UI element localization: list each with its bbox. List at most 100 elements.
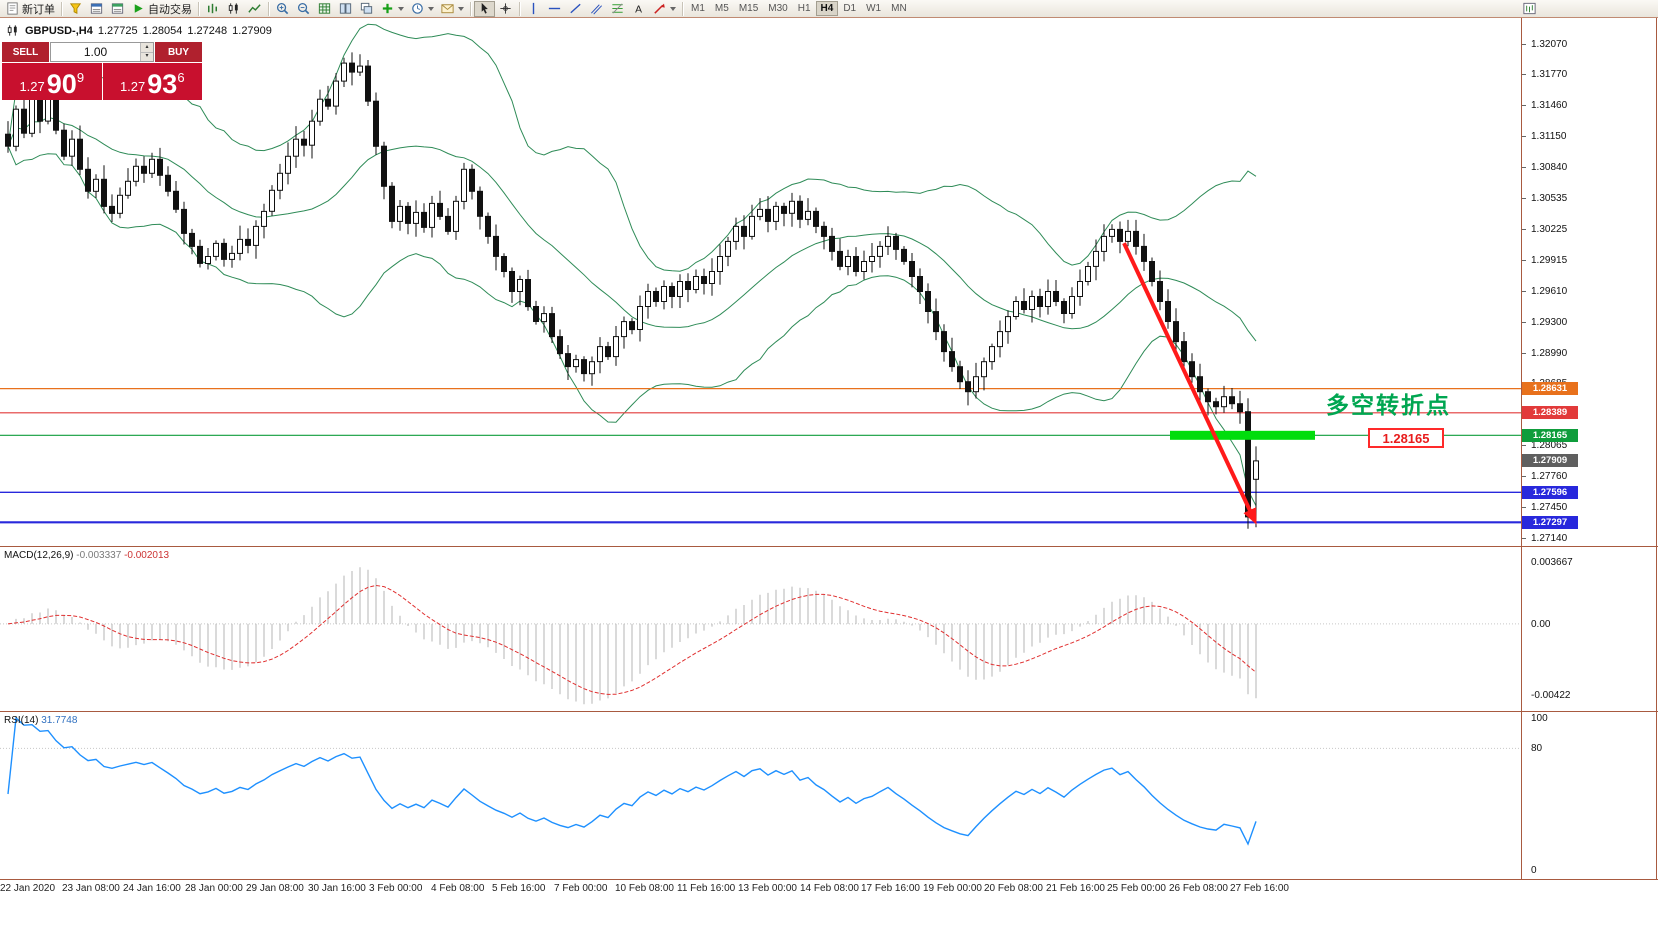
rsi-panel[interactable]: RSI(14) 31.7748 <box>0 712 1521 879</box>
toolbar-separator <box>61 1 62 16</box>
price-level-label[interactable]: 1.28165 <box>1368 428 1444 448</box>
templates-button[interactable] <box>437 1 467 17</box>
new-order-button[interactable]: 新订单 <box>2 1 58 17</box>
bar-chart-button[interactable] <box>202 1 223 17</box>
buy-price-sup: 6 <box>177 70 185 85</box>
time-axis-label: 23 Jan 08:00 <box>62 883 120 894</box>
rsi-timeaxis-divider <box>0 879 1658 880</box>
new-order-icon <box>5 1 20 16</box>
timeframe-m5-button[interactable]: M5 <box>710 1 734 16</box>
window-right-edge <box>1656 18 1657 879</box>
turning-point-annotation[interactable]: 多空转折点 <box>1326 392 1451 418</box>
macd-rsi-divider[interactable] <box>0 711 1658 712</box>
price-tick-label: 1.27450 <box>1531 502 1568 513</box>
chart-symbol-icon <box>5 23 20 38</box>
crosshair-button[interactable] <box>495 1 516 17</box>
cursor-button[interactable] <box>474 0 495 17</box>
timeframe-h4-button[interactable]: H4 <box>815 1 839 16</box>
candlestick-chart[interactable] <box>0 18 1521 546</box>
dropdown-caret-icon <box>398 6 404 11</box>
candles <box>5 52 1259 529</box>
timeframe-mn-button[interactable]: MN <box>886 1 912 16</box>
horizontal-level-lines[interactable] <box>0 388 1521 524</box>
line-chart-button[interactable] <box>244 1 265 17</box>
price-tick-label: 1.29300 <box>1531 317 1568 328</box>
sell-price-button[interactable]: 1.27 90 9 <box>2 63 102 100</box>
time-axis-label: 20 Feb 08:00 <box>984 883 1043 894</box>
chart-shift-button[interactable] <box>1519 1 1540 17</box>
scale-tick-mark <box>1522 507 1526 508</box>
cascade-windows-button[interactable] <box>356 1 377 17</box>
timeframe-h1-button[interactable]: H1 <box>793 1 816 16</box>
timeframe-m1-button[interactable]: M1 <box>686 1 710 16</box>
grid-button[interactable] <box>314 1 335 17</box>
scale-tick-mark <box>1522 167 1526 168</box>
price-tick-label: 1.31150 <box>1531 131 1567 142</box>
volume-down-button[interactable]: ▾ <box>141 52 153 61</box>
text-button[interactable]: A <box>628 1 649 17</box>
buy-price-big: 93 <box>147 69 178 99</box>
scale-tick-mark <box>1522 353 1526 354</box>
volume-input[interactable]: 1.00 ▴ ▾ <box>50 42 154 62</box>
candle-chart-button[interactable] <box>223 1 244 17</box>
price-tick-label: 1.30225 <box>1531 224 1568 235</box>
zoom-out-button[interactable] <box>293 1 314 17</box>
support-highlight-bar[interactable] <box>1170 430 1315 440</box>
timeframe-m30-button[interactable]: M30 <box>763 1 792 16</box>
indicators-button[interactable] <box>377 1 407 17</box>
volume-value[interactable]: 1.00 <box>83 45 108 59</box>
alerts-button[interactable] <box>65 1 86 17</box>
sell-price-head: 1.27 <box>19 79 45 94</box>
macd-name: MACD(12,26,9) <box>4 550 74 561</box>
price-tick-label: 1.30840 <box>1531 162 1568 173</box>
arrows-button[interactable] <box>649 1 679 17</box>
timeframe-m15-button[interactable]: M15 <box>734 1 763 16</box>
symbol-period-label: GBPUSD-,H4 <box>25 24 93 37</box>
trendline-button[interactable] <box>565 1 586 17</box>
time-axis-label: 13 Feb 00:00 <box>738 883 797 894</box>
market-watch-button[interactable] <box>86 1 107 17</box>
macd-panel[interactable]: MACD(12,26,9) -0.003337 -0.002013 <box>0 547 1521 711</box>
scale-tick-mark <box>1522 136 1526 137</box>
current-price-badge: 1.27909 <box>1522 454 1578 467</box>
price-tick-label: 1.29915 <box>1531 255 1568 266</box>
toolbar-separator <box>682 1 683 16</box>
toolbar-separator <box>268 1 269 16</box>
macd-scale-label: -0.00422 <box>1531 690 1571 701</box>
ohlc-low: 1.27248 <box>187 24 228 37</box>
sell-button[interactable]: SELL <box>2 42 49 62</box>
price-tick-label: 1.27140 <box>1531 533 1568 544</box>
buy-price-button[interactable]: 1.27 93 6 <box>102 63 202 100</box>
channel-button[interactable] <box>586 1 607 17</box>
periods-button[interactable] <box>407 1 437 17</box>
data-window-button[interactable] <box>107 1 128 17</box>
buy-button[interactable]: BUY <box>155 42 202 62</box>
rsi-value: 31.7748 <box>41 715 78 726</box>
price-tick-label: 1.27760 <box>1531 471 1568 482</box>
tile-windows-button[interactable] <box>335 1 356 17</box>
time-axis[interactable]: 22 Jan 2020 23 Jan 08:00 24 Jan 16:00 28 Ja… <box>0 880 1658 898</box>
price-chart[interactable]: GBPUSD-,H4 1.27725 1.28054 1.27248 1.279… <box>0 18 1521 546</box>
autotrade-button[interactable]: 自动交易 <box>128 1 195 17</box>
time-axis-label: 28 Jan 00:00 <box>185 883 243 894</box>
time-axis-label: 19 Feb 00:00 <box>923 883 982 894</box>
timeframe-d1-button[interactable]: D1 <box>838 1 861 16</box>
zoom-in-button[interactable] <box>272 1 293 17</box>
price-scale[interactable]: 1.32070 1.31770 1.31460 1.31150 1.30840 1.305… <box>1522 18 1658 879</box>
price-tick-label: 1.29610 <box>1531 286 1568 297</box>
timeframe-w1-button[interactable]: W1 <box>861 1 886 16</box>
scale-tick-mark <box>1522 322 1526 323</box>
horizontal-line-button[interactable] <box>544 1 565 17</box>
vertical-line-button[interactable] <box>523 1 544 17</box>
toolbar: 新订单 自动交易 A M1 M5 M15 M30 H1 H4 D1 W1 MN <box>0 0 1658 18</box>
downtrend-arrow[interactable] <box>1122 242 1257 525</box>
chart-macd-divider[interactable] <box>0 546 1658 547</box>
fibonacci-button[interactable] <box>607 1 628 17</box>
time-axis-label: 3 Feb 00:00 <box>369 883 423 894</box>
time-axis-label: 29 Jan 08:00 <box>246 883 304 894</box>
buy-price-head: 1.27 <box>119 79 146 94</box>
scale-tick-mark <box>1522 291 1526 292</box>
macd-signal-value: -0.002013 <box>124 550 170 561</box>
line-chart-icon <box>247 1 262 16</box>
volume-up-button[interactable]: ▴ <box>141 43 153 53</box>
